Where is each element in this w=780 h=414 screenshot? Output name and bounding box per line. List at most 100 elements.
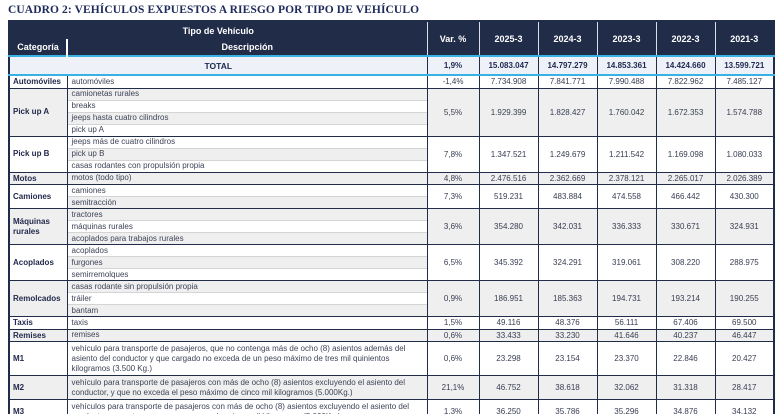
year-value: 49.116	[478, 316, 539, 330]
year-value: 336.333	[596, 208, 657, 245]
description-line: jeeps hasta cuatro cilindros	[67, 111, 427, 124]
table-row: Remises remises 0,6% 33.433 33.230 41.646 40.2…	[8, 328, 775, 342]
year-value: 186.951	[478, 280, 539, 317]
description-line: motos (todo tipo)	[67, 172, 427, 184]
description-cell: motos (todo tipo)	[66, 171, 428, 185]
category-label: M2	[8, 375, 68, 400]
description-line: semitracción	[67, 196, 427, 208]
description-line: furgones	[67, 256, 427, 268]
description-line: taxis	[71, 317, 88, 327]
category-label: Camiones	[8, 184, 68, 209]
table-row: M2 vehículo para transporte de pasajeros …	[8, 375, 775, 400]
var-value: 0,6%	[426, 341, 480, 376]
year-value: 36.250	[478, 399, 539, 414]
description-cell: camiones semitracción	[66, 184, 428, 209]
year-value: 28.417	[714, 375, 775, 400]
var-value: 0,6%	[426, 328, 480, 342]
description-line: acoplados	[71, 245, 108, 255]
year-value: 319.061	[596, 244, 657, 281]
description-cell: casas rodante sin propulsión propia tráil…	[66, 280, 428, 317]
year-value: 34.876	[655, 399, 716, 414]
page-title: CUADRO 2: VEHÍCULOS EXPUESTOS A RIESGO P…	[8, 4, 420, 16]
table-row: Remolcados casas rodante sin propulsión p…	[8, 280, 775, 317]
description-line: breaks	[67, 99, 427, 112]
table-row: Máquinas rurales tractores máquinas rurale…	[8, 208, 775, 245]
description-line: semirremolques	[67, 268, 427, 280]
description-line: camionetas rurales	[67, 88, 427, 100]
column-header-year: 2025-3	[478, 21, 539, 56]
category-label: Remolcados	[8, 280, 68, 317]
year-value: 34.132	[714, 399, 775, 414]
year-value: 7.990.488	[596, 74, 657, 89]
year-value: 23.370	[596, 341, 657, 376]
year-value: 2.378.121	[596, 171, 657, 185]
year-value: 7.841.771	[537, 74, 598, 89]
year-value: 1.249.679	[537, 135, 598, 173]
description-cell: vehículos para transporte de pasajeros c…	[66, 399, 428, 414]
year-value: 33.433	[478, 328, 539, 342]
year-value: 430.300	[714, 184, 775, 209]
year-value: 193.214	[655, 280, 716, 317]
year-value: 1.211.542	[596, 135, 657, 173]
year-value: 288.975	[714, 244, 775, 281]
year-value: 69.500	[714, 316, 775, 330]
year-value: 2.362.669	[537, 171, 598, 185]
description-line: jeeps más de cuatro cilindros	[71, 137, 176, 146]
description-cell: camionetas rurales breaks jeeps hasta cuat…	[66, 87, 428, 137]
total-year-value: 14.424.660	[655, 55, 716, 76]
var-value: -1,4%	[426, 74, 480, 89]
description-line: bantam	[67, 304, 427, 316]
description-line: tractores	[67, 209, 427, 220]
category-label: Automóviles	[8, 74, 68, 89]
category-label: Motos	[8, 171, 68, 185]
year-value: 466.442	[655, 184, 716, 209]
year-value: 345.392	[478, 244, 539, 281]
year-value: 1.929.399	[478, 87, 539, 137]
year-value: 41.646	[596, 328, 657, 342]
description-cell: vehículo para transporte de pasajeros, q…	[66, 341, 428, 376]
year-value: 308.220	[655, 244, 716, 281]
description-line: pick up A	[67, 123, 427, 136]
year-value: 342.031	[537, 208, 598, 245]
total-year-value: 15.083.047	[478, 55, 539, 76]
year-value: 324.931	[714, 208, 775, 245]
year-value: 1.760.042	[596, 87, 657, 137]
year-value: 35.296	[596, 399, 657, 414]
year-value: 40.237	[655, 328, 716, 342]
var-value: 0,9%	[426, 280, 480, 317]
year-value: 2.265.017	[655, 171, 716, 185]
year-value: 1.574.788	[714, 87, 775, 137]
description-line: acoplados para trabajos rurales	[67, 232, 427, 244]
year-value: 330.671	[655, 208, 716, 245]
year-value: 56.111	[596, 316, 657, 330]
year-value: 1.169.098	[655, 135, 716, 173]
description-cell: automóviles	[66, 74, 428, 89]
year-value: 48.376	[537, 316, 598, 330]
table-body: TOTAL 1,9% 15.083.047 14.797.279 14.853.361 1…	[8, 55, 775, 414]
column-header-year: 2024-3	[537, 21, 598, 56]
category-label: M3	[8, 399, 68, 414]
column-header-tipo-de-vehiculo: Tipo de Vehículo	[9, 21, 428, 39]
year-value: 35.786	[537, 399, 598, 414]
year-value: 324.291	[537, 244, 598, 281]
description-line: automóviles	[71, 76, 115, 86]
total-year-value: 14.853.361	[596, 55, 657, 76]
table-row: M1 vehículo para transporte de pasajeros,…	[8, 341, 775, 376]
description-cell: remises	[66, 328, 428, 342]
year-value: 1.828.427	[537, 87, 598, 137]
year-value: 2.476.516	[478, 171, 539, 185]
column-header-categoria: Categoría	[9, 39, 68, 56]
var-value: 3,6%	[426, 208, 480, 245]
year-value: 190.255	[714, 280, 775, 317]
year-value: 67.406	[655, 316, 716, 330]
description-line: casas rodantes con propulsión propia	[67, 159, 427, 172]
column-header-year: 2022-3	[655, 21, 716, 56]
year-value: 7.485.127	[714, 74, 775, 89]
year-value: 7.822.962	[655, 74, 716, 89]
column-header-var: Var. %	[426, 21, 480, 56]
category-label: Acoplados	[8, 244, 68, 281]
year-value: 20.427	[714, 341, 775, 376]
category-label: Remises	[8, 328, 68, 342]
